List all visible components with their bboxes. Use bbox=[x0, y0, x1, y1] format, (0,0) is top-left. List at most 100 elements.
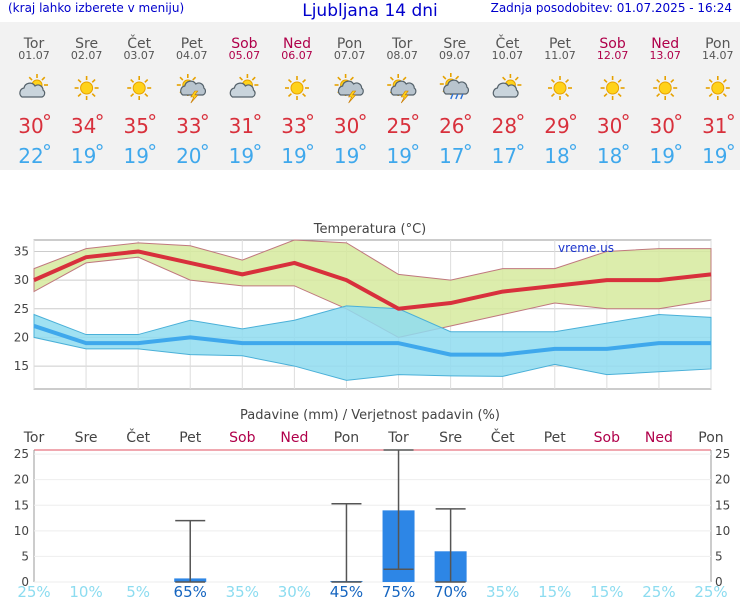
day-name: Pet bbox=[549, 36, 572, 52]
precip-probability: 10% bbox=[69, 583, 102, 600]
temp-y-tick: 35 bbox=[14, 244, 29, 258]
sun-icon bbox=[285, 76, 309, 100]
precip-probability: 35% bbox=[486, 583, 519, 600]
day-tmax: 29 bbox=[544, 114, 569, 138]
day-tmin: 18 bbox=[544, 144, 569, 168]
day-date: 08.07 bbox=[386, 49, 418, 62]
day-tmax: 31 bbox=[229, 114, 254, 138]
precip-x-label: Pet bbox=[179, 430, 202, 446]
day-name: Tor bbox=[23, 36, 45, 52]
day-name: Tor bbox=[391, 36, 413, 52]
day-date: 14.07 bbox=[702, 49, 734, 62]
precip-x-label: Tor bbox=[387, 430, 409, 446]
day-name: Čet bbox=[127, 34, 151, 52]
day-date: 10.07 bbox=[492, 49, 524, 62]
precip-probability: 15% bbox=[590, 583, 623, 600]
day-tmax: 30 bbox=[334, 114, 359, 138]
degree-sign bbox=[412, 143, 419, 151]
day-tmin: 19 bbox=[123, 144, 148, 168]
day-name: Čet bbox=[495, 34, 519, 52]
degree-sign bbox=[96, 113, 103, 121]
precip-probability: 25% bbox=[642, 583, 675, 600]
temp-y-tick: 20 bbox=[14, 330, 29, 344]
temp-y-tick: 25 bbox=[14, 302, 29, 316]
precip-probability: 70% bbox=[434, 583, 467, 600]
day-tmin: 19 bbox=[386, 144, 411, 168]
day-name: Sre bbox=[443, 36, 466, 52]
day-tmin: 18 bbox=[597, 144, 622, 168]
day-name: Sre bbox=[75, 36, 98, 52]
thunderstorm-icon bbox=[176, 74, 207, 104]
day-date: 12.07 bbox=[597, 49, 629, 62]
degree-sign bbox=[359, 143, 366, 151]
precip-y-tick-left: 20 bbox=[14, 473, 29, 487]
precip-x-label: Pon bbox=[334, 430, 359, 446]
precip-probability: 65% bbox=[174, 583, 207, 600]
degree-sign bbox=[43, 143, 51, 151]
degree-sign bbox=[201, 143, 208, 151]
thunderstorm-icon bbox=[334, 74, 364, 104]
menu-hint: (kraj lahko izberete v meniju) bbox=[8, 1, 185, 15]
page-title: Ljubljana 14 dni bbox=[302, 1, 438, 21]
day-name: Sob bbox=[231, 36, 257, 52]
day-tmin: 20 bbox=[176, 144, 201, 168]
day-tmax: 34 bbox=[71, 114, 96, 138]
precip-y-tick-left: 15 bbox=[14, 498, 29, 512]
day-tmax: 35 bbox=[123, 114, 148, 138]
day-tmax: 28 bbox=[492, 114, 517, 138]
sun-cloud-icon bbox=[19, 74, 48, 98]
day-tmax: 30 bbox=[18, 114, 43, 138]
precip-y-tick-right: 15 bbox=[715, 498, 730, 512]
degree-sign bbox=[149, 143, 156, 151]
degree-sign bbox=[569, 143, 577, 151]
sun-icon bbox=[74, 76, 99, 100]
day-name: Sob bbox=[599, 36, 625, 52]
day-name: Pon bbox=[705, 36, 730, 52]
precip-x-label: Čet bbox=[126, 428, 150, 446]
day-date: 06.07 bbox=[281, 49, 313, 62]
precip-x-label: Pon bbox=[698, 430, 723, 446]
precip-probability: 15% bbox=[538, 583, 571, 600]
day-tmax: 33 bbox=[176, 114, 201, 138]
day-tmin: 19 bbox=[334, 144, 359, 168]
precip-y-tick-right: 0 bbox=[715, 575, 723, 589]
precip-chart-title: Padavine (mm) / Verjetnost padavin (%) bbox=[240, 408, 500, 423]
day-date: 04.07 bbox=[176, 49, 208, 62]
precip-x-label: Tor bbox=[23, 430, 45, 446]
day-date: 11.07 bbox=[544, 49, 576, 62]
day-tmax: 31 bbox=[702, 114, 727, 138]
degree-sign bbox=[412, 113, 419, 121]
last-update: Zadnja posodobitev: 01.07.2025 - 16:24 bbox=[490, 1, 732, 15]
degree-sign bbox=[517, 113, 524, 121]
precip-probability: 75% bbox=[382, 583, 415, 600]
degree-sign bbox=[569, 113, 577, 121]
degree-sign bbox=[622, 113, 629, 121]
day-date: 01.07 bbox=[18, 49, 50, 62]
precip-x-label: Sre bbox=[439, 430, 462, 446]
degree-sign bbox=[675, 143, 682, 151]
degree-sign bbox=[727, 143, 734, 151]
degree-sign bbox=[464, 113, 471, 121]
day-tmin: 17 bbox=[492, 144, 517, 168]
temp-chart-title: Temperatura (°C) bbox=[313, 222, 426, 237]
day-date: 09.07 bbox=[439, 49, 471, 62]
degree-sign bbox=[43, 113, 51, 121]
precip-y-tick-left: 0 bbox=[21, 575, 29, 589]
precip-x-label: Ned bbox=[280, 430, 308, 446]
degree-sign bbox=[201, 113, 208, 121]
tmax-mean-line bbox=[33, 249, 712, 311]
sun-rain-icon bbox=[439, 73, 470, 100]
precip-y-tick-right: 10 bbox=[715, 524, 730, 538]
degree-sign bbox=[359, 113, 366, 121]
degree-sign bbox=[622, 143, 629, 151]
temp-y-tick: 30 bbox=[14, 273, 29, 287]
sun-cloud-icon bbox=[492, 74, 522, 98]
day-tmax: 33 bbox=[281, 114, 306, 138]
precip-probability: 35% bbox=[226, 583, 259, 600]
day-tmin: 19 bbox=[71, 144, 96, 168]
precip-y-tick-left: 10 bbox=[14, 524, 29, 538]
precip-x-label: Sob bbox=[594, 430, 620, 446]
sun-icon bbox=[127, 76, 152, 100]
day-tmax: 30 bbox=[649, 114, 674, 138]
